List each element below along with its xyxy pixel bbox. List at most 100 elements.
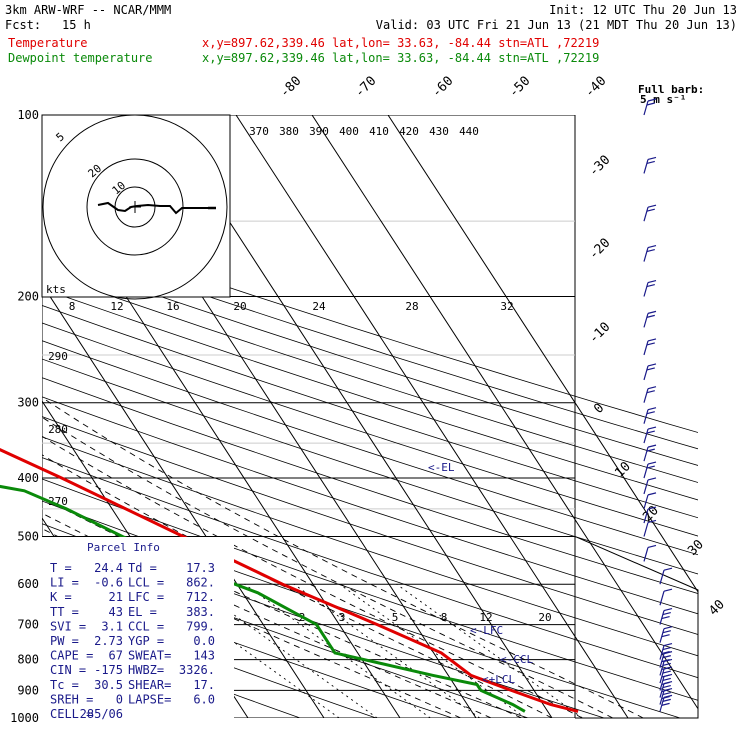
wind-barb-shaft — [643, 409, 649, 424]
wind-barb-flag — [646, 208, 655, 212]
dry-adiabat — [42, 570, 453, 718]
wind-barb-flag — [647, 310, 657, 314]
theta-label: 410 — [369, 125, 389, 138]
wind-barb-shaft — [659, 570, 665, 585]
dry-adiabat — [42, 457, 698, 679]
pressure-tick-label: 600 — [17, 577, 39, 591]
hodograph-trace — [97, 201, 208, 215]
dewpoint-profile — [0, 484, 526, 713]
parcel-info-value: LI = — [50, 576, 79, 590]
parcel-info-value: LFC = — [128, 590, 164, 604]
wind-barb-flag — [662, 646, 671, 651]
theta-label: 400 — [339, 125, 359, 138]
parcel-info-value: 17. — [193, 678, 215, 692]
mixing-ratio-label: 8 — [441, 611, 448, 624]
mixing-ratio-line — [396, 583, 583, 718]
wind-barb-shaft — [643, 207, 649, 222]
wind-barb-flag — [661, 634, 670, 638]
parcel-info-value: 285/06 — [80, 707, 123, 721]
theta-side-label: 280 — [48, 423, 68, 436]
wind-barb-shaft — [659, 628, 665, 643]
dry-adiabat — [42, 478, 698, 701]
dry-adiabat — [42, 340, 698, 556]
wind-barb-shaft — [659, 697, 665, 712]
hodograph-units: kts — [46, 283, 66, 296]
wind-barb-flag — [646, 430, 655, 434]
wind-barb-flag — [646, 411, 655, 415]
isotherm-label: -70 — [352, 74, 379, 101]
wind-barb-shaft — [643, 508, 649, 524]
wind-barb-shaft — [643, 428, 649, 444]
wind-barb-flag — [662, 630, 671, 634]
theta-label: 390 — [309, 125, 329, 138]
parcel-info-value: SHEAR= — [128, 678, 171, 692]
valid-time: Valid: 03 UTC Fri 21 Jun 13 (21 MDT Thu … — [376, 18, 737, 32]
wind-barb-flag — [646, 160, 655, 165]
wind-barb-flag — [661, 616, 670, 620]
isotherm — [311, 115, 698, 710]
wind-barb-flag — [647, 386, 657, 390]
pressure-tick-label: 1000 — [10, 711, 39, 725]
dry-adiabat — [42, 377, 698, 594]
wind-barb-flag — [647, 519, 657, 524]
dry-adiabat — [42, 396, 698, 615]
hodograph-speed-label: 32 — [500, 300, 513, 313]
isotherm-label: -50 — [506, 74, 533, 101]
wind-barb-flag — [646, 448, 655, 452]
parcel-info-value: HWBZ= — [128, 663, 164, 677]
wind-barb-shaft — [643, 494, 649, 510]
hodograph-speed-labels: 8 12 16 20 24 28 32 — [69, 300, 514, 313]
dewpoint-legend: Dewpoint temperature — [8, 51, 153, 65]
mixing-ratio-label: 20 — [538, 611, 551, 624]
parcel-info-panel: Parcel Info T = 24.4 Td = 17.3 LI = -0.6 LCL =… — [42, 537, 234, 727]
wind-barb-shaft — [643, 313, 649, 328]
wind-barb-shaft — [659, 591, 665, 606]
wind-barb-shaft — [643, 479, 649, 495]
hodograph-speed-label: 28 — [405, 300, 418, 313]
wind-barb-shaft — [643, 282, 649, 297]
lfc-marker: <-LFC — [470, 624, 503, 637]
parcel-info-value: LCL = — [128, 576, 164, 590]
hodograph-ring-outer — [42, 114, 228, 300]
wind-barb-flag — [647, 338, 657, 342]
parcel-info-value: 0 — [116, 692, 123, 706]
pressure-tick-label: 500 — [17, 529, 39, 543]
theta-label: 430 — [429, 125, 449, 138]
mixing-ratio-line — [153, 583, 340, 718]
mixing-ratio-line — [293, 583, 481, 718]
wind-barb-flag — [661, 650, 670, 655]
parcel-info-value: 862. — [186, 576, 215, 590]
pressure-tick-label: 100 — [17, 108, 39, 122]
wind-barb-flag — [647, 544, 657, 549]
parcel-info-value: Tc = — [50, 678, 79, 692]
dry-adiabat — [42, 255, 698, 466]
plot-frame — [42, 115, 576, 718]
wind-barb-flag — [662, 670, 671, 674]
parcel-info-value: PW = — [50, 634, 79, 648]
mixing-ratio-label: 3 — [339, 611, 346, 624]
temperature-location: x,y=897.62,339.46 lat,lon= 33.63, -84.44… — [202, 36, 599, 50]
theta-label: 420 — [399, 125, 419, 138]
hodograph: 5 20 10 kts — [41, 114, 231, 300]
wind-barb-flag — [663, 666, 673, 670]
isotherm-label: -40 — [582, 74, 609, 101]
theta-side-label: 290 — [48, 350, 68, 363]
theta-label: 380 — [279, 125, 299, 138]
parcel-info-value: SREH = — [50, 692, 93, 706]
wind-barb-flag — [646, 367, 655, 371]
wind-barb-flag — [662, 612, 671, 616]
lower-frame — [574, 536, 699, 719]
hodograph-speed-label: 16 — [166, 300, 179, 313]
el-marker: <-EL — [428, 461, 455, 474]
wind-barb-shaft — [643, 446, 649, 462]
wind-barb-shaft — [643, 159, 649, 174]
wind-barb-flag — [663, 642, 673, 647]
wind-barb-flag — [647, 244, 657, 249]
parcel-info-value: K = — [50, 590, 72, 604]
parcel-info-value: 383. — [186, 605, 215, 619]
wind-barb-shaft — [643, 388, 649, 403]
temperature-legend: Temperature — [8, 36, 87, 50]
wind-barb-flag — [663, 687, 673, 692]
dry-adiabat — [42, 223, 698, 433]
